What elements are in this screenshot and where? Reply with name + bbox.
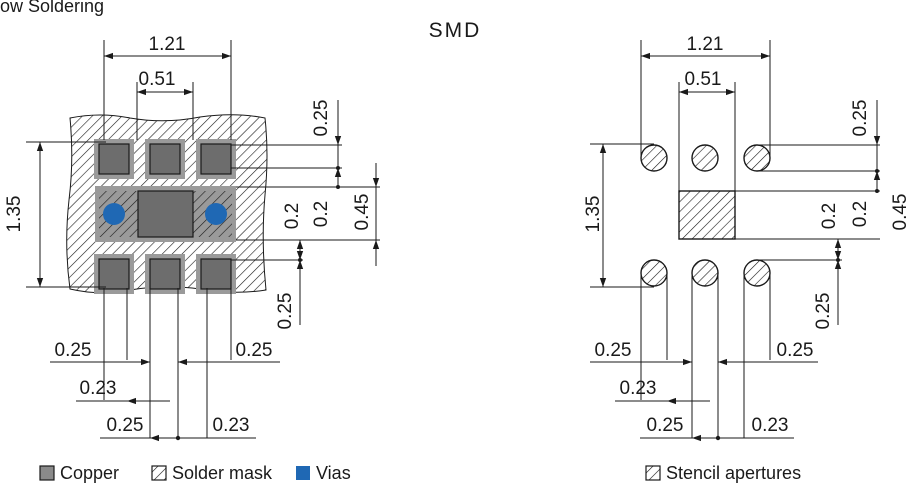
dim-label: 0.23 xyxy=(752,415,789,436)
dim-label: 0.23 xyxy=(80,378,117,399)
dim-label: 0.25 xyxy=(55,340,92,361)
right-dimensions: 1.21 0.51 1.35 0.25 0.2 0.2 0.45 0.25 xyxy=(583,34,910,442)
stencil-center-aperture xyxy=(678,190,736,240)
stencil-swatch-icon xyxy=(645,465,661,481)
dim-label: 0.25 xyxy=(311,100,332,137)
stencil-aperture xyxy=(640,144,668,172)
legend-copper-label: Copper xyxy=(60,463,119,483)
diagram-title: SMD xyxy=(429,19,482,42)
dim-label: 1.35 xyxy=(4,196,25,233)
dim-label: 0.25 xyxy=(275,293,296,330)
copper-pad xyxy=(149,258,181,290)
copper-pad xyxy=(200,258,232,290)
right-stencil-pattern xyxy=(640,144,771,287)
stencil-aperture xyxy=(743,144,771,172)
stencil-aperture xyxy=(691,259,719,287)
dim-label: 0.2 xyxy=(819,203,840,229)
left-land-pattern xyxy=(66,114,268,294)
dim-label: 1.35 xyxy=(583,196,604,233)
legend-stencil-label: Stencil apertures xyxy=(666,463,801,483)
dim-label: 0.51 xyxy=(685,69,722,90)
dim-label: 0.25 xyxy=(813,293,834,330)
copper-pad xyxy=(200,143,232,175)
center-pad xyxy=(137,190,194,238)
legend-solder-mask-label: Solder mask xyxy=(172,463,273,483)
copper-swatch-icon xyxy=(39,465,55,481)
copper-pad xyxy=(149,143,181,175)
solder-mask-swatch-icon xyxy=(151,465,167,481)
dim-label: 0.25 xyxy=(107,415,144,436)
dim-label: 0.45 xyxy=(890,194,910,231)
dim-label: 0.25 xyxy=(777,340,814,361)
stencil-aperture xyxy=(691,144,719,172)
dim-label: 0.25 xyxy=(595,340,632,361)
via xyxy=(103,203,125,225)
dim-label: 0.23 xyxy=(620,378,657,399)
copper-pad xyxy=(98,143,130,175)
dim-label: 0.51 xyxy=(139,69,176,90)
dim-label: 0.25 xyxy=(236,340,273,361)
stencil-aperture xyxy=(743,259,771,287)
dim-label: 1.21 xyxy=(687,34,724,55)
vias-swatch-icon xyxy=(296,466,310,480)
dim-label: 0.2 xyxy=(282,203,303,229)
legend-vias-label: Vias xyxy=(316,463,351,483)
dim-label: 0.25 xyxy=(850,100,871,137)
cut-title: ow Soldering xyxy=(0,0,104,16)
dim-label: 0.2 xyxy=(311,201,332,227)
via xyxy=(205,203,227,225)
copper-pad xyxy=(98,258,130,290)
left-dimensions: 1.21 0.51 1.35 0.25 0.2 0.2 0.45 xyxy=(4,34,380,442)
dim-label: 0.25 xyxy=(647,415,684,436)
dim-label: 0.2 xyxy=(850,201,871,227)
dim-label: 0.23 xyxy=(213,415,250,436)
legend: Copper Solder mask Vias Stencil aperture… xyxy=(39,463,801,483)
dim-label: 0.45 xyxy=(352,194,373,231)
stencil-aperture xyxy=(640,259,668,287)
dim-label: 1.21 xyxy=(149,34,186,55)
